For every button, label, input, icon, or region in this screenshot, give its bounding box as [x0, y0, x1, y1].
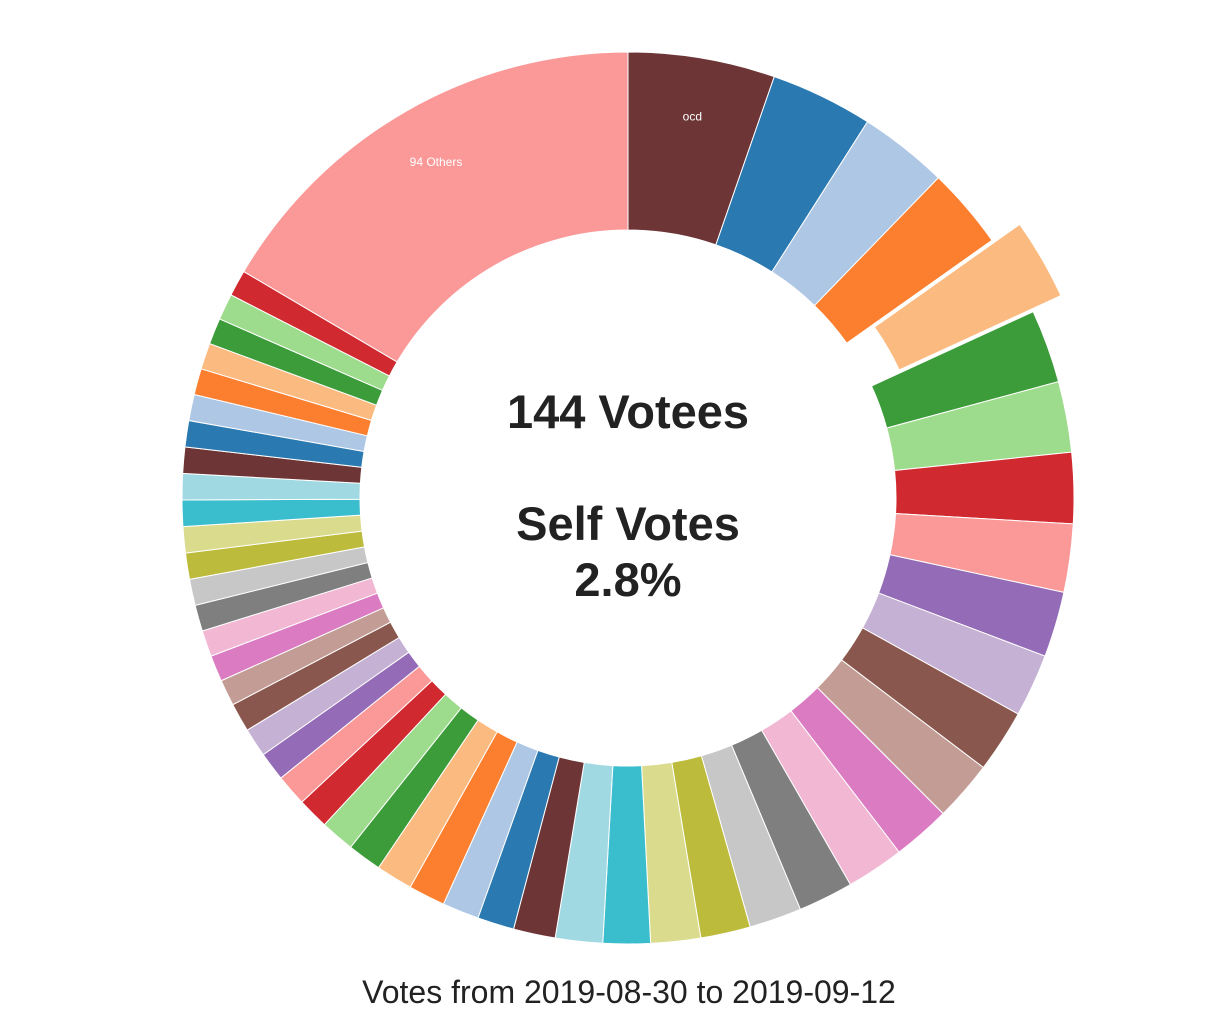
donut-chart: ocd 94 Others 144 Votees Self Votes 2.8%: [181, 51, 1075, 945]
donut-slices: [181, 51, 1075, 945]
chart-caption: Votes from 2019-08-30 to 2019-09-12: [362, 974, 896, 1010]
center-self-votes-label: Self Votes: [516, 497, 740, 550]
center-self-votes-percent: 2.8%: [574, 553, 681, 606]
donut-slice-51: [243, 51, 629, 363]
donut-slice-label-51: 94 Others: [410, 155, 463, 169]
donut-slice-label-1: ocd: [683, 109, 702, 123]
donut-slice-5: [873, 223, 1062, 371]
donut-slice-4: [813, 177, 993, 344]
donut-slice-labels: ocd 94 Others: [410, 109, 702, 169]
center-votee-count: 144 Votees: [507, 385, 749, 438]
